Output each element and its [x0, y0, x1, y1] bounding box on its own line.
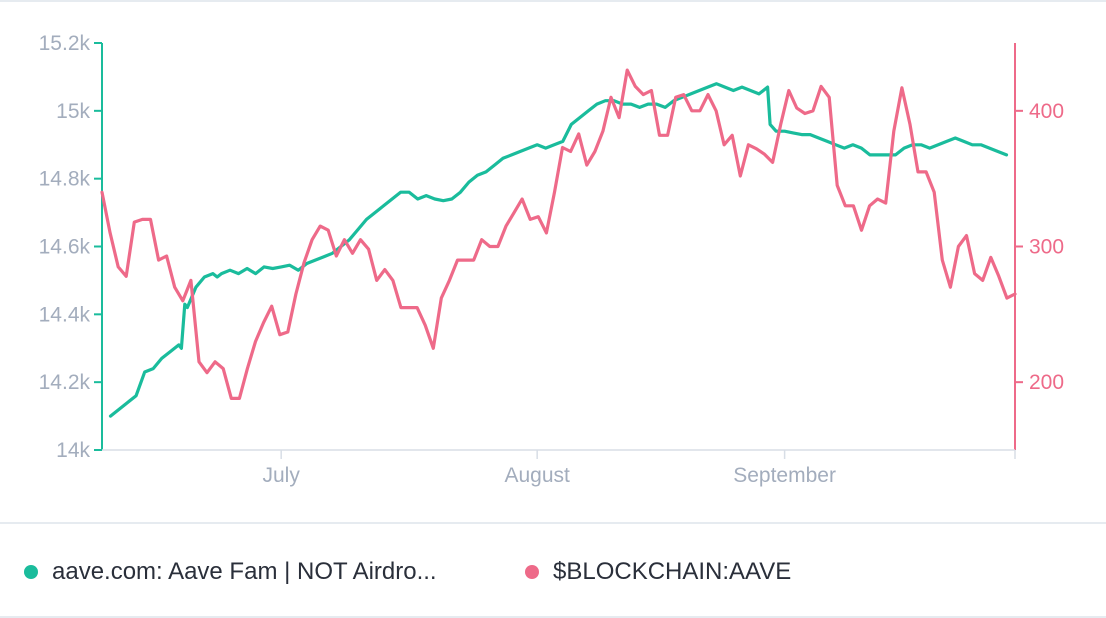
bottom-divider: [0, 616, 1106, 618]
left-axis: 14k 14.2k 14.4k 14.6k 14.8k 15k 15.2k: [39, 32, 103, 462]
left-tick-label: 14.2k: [39, 371, 91, 394]
left-tick-label: 14.8k: [39, 168, 91, 191]
top-divider: [0, 0, 1106, 2]
legend: aave.com: Aave Fam | NOT Airdro... $BLOC…: [0, 522, 1106, 618]
left-tick-label: 14.4k: [39, 303, 91, 326]
x-axis: July August September: [102, 449, 1016, 487]
chart-area: 14k 14.2k 14.4k 14.6k 14.8k 15k 15.2k 200 300 40…: [39, 32, 1064, 487]
right-tick-label: 200: [1029, 371, 1064, 394]
legend-item-series-2[interactable]: $BLOCKCHAIN:AAVE: [525, 558, 791, 586]
x-tick-label: August: [504, 464, 570, 487]
right-tick-label: 300: [1029, 236, 1064, 259]
legend-label-series-2: $BLOCKCHAIN:AAVE: [553, 558, 792, 585]
x-tick-label: September: [733, 464, 836, 487]
right-axis: 200 300 400: [1014, 43, 1064, 450]
left-tick-label: 15.2k: [39, 32, 91, 55]
left-tick-label: 15k: [56, 100, 90, 123]
right-tick-label: 400: [1029, 100, 1064, 123]
x-tick-label: July: [263, 464, 301, 487]
series-line-2[interactable]: [100, 68, 1017, 400]
series-line-1[interactable]: [108, 82, 1009, 418]
series-layer: [100, 68, 1017, 418]
legend-label-series-1: aave.com: Aave Fam | NOT Airdro...: [52, 558, 437, 585]
left-tick-label: 14k: [56, 439, 90, 462]
legend-item-series-1[interactable]: aave.com: Aave Fam | NOT Airdro...: [24, 558, 437, 586]
legend-dot-icon: [525, 565, 539, 579]
legend-dot-icon: [24, 565, 38, 579]
left-tick-label: 14.6k: [39, 236, 91, 259]
